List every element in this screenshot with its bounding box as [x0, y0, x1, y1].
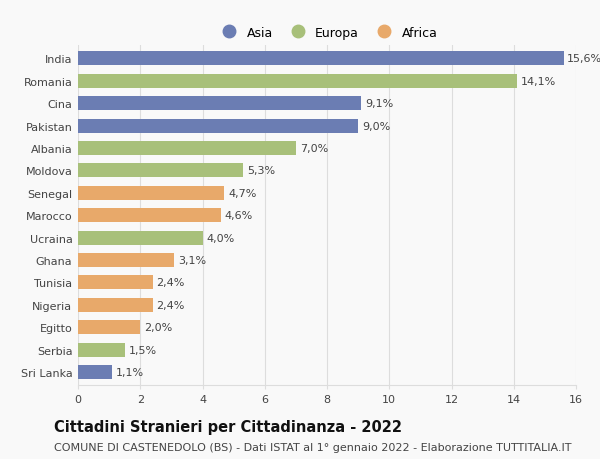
- Bar: [78, 186, 224, 200]
- Text: 5,3%: 5,3%: [247, 166, 275, 176]
- Bar: [78, 231, 203, 245]
- Bar: [78, 164, 243, 178]
- Text: 7,0%: 7,0%: [299, 144, 328, 154]
- Text: 14,1%: 14,1%: [521, 77, 556, 87]
- Bar: [78, 52, 563, 66]
- Text: 2,4%: 2,4%: [157, 278, 185, 288]
- Bar: [78, 343, 125, 357]
- Bar: [78, 298, 152, 312]
- Bar: [78, 276, 152, 290]
- Text: 4,7%: 4,7%: [228, 188, 256, 198]
- Text: COMUNE DI CASTENEDOLO (BS) - Dati ISTAT al 1° gennaio 2022 - Elaborazione TUTTIT: COMUNE DI CASTENEDOLO (BS) - Dati ISTAT …: [54, 442, 571, 452]
- Text: 9,1%: 9,1%: [365, 99, 393, 109]
- Text: Cittadini Stranieri per Cittadinanza - 2022: Cittadini Stranieri per Cittadinanza - 2…: [54, 419, 402, 434]
- Bar: [78, 365, 112, 379]
- Text: 4,0%: 4,0%: [206, 233, 235, 243]
- Bar: [78, 253, 175, 267]
- Text: 3,1%: 3,1%: [178, 255, 206, 265]
- Text: 15,6%: 15,6%: [567, 54, 600, 64]
- Bar: [78, 119, 358, 133]
- Bar: [78, 75, 517, 89]
- Text: 4,6%: 4,6%: [225, 211, 253, 221]
- Text: 2,0%: 2,0%: [144, 323, 172, 332]
- Text: 9,0%: 9,0%: [362, 121, 390, 131]
- Bar: [78, 142, 296, 156]
- Bar: [78, 97, 361, 111]
- Bar: [78, 320, 140, 335]
- Text: 1,1%: 1,1%: [116, 367, 144, 377]
- Bar: [78, 209, 221, 223]
- Text: 1,5%: 1,5%: [128, 345, 157, 355]
- Text: 2,4%: 2,4%: [157, 300, 185, 310]
- Legend: Asia, Europa, Africa: Asia, Europa, Africa: [212, 22, 443, 45]
